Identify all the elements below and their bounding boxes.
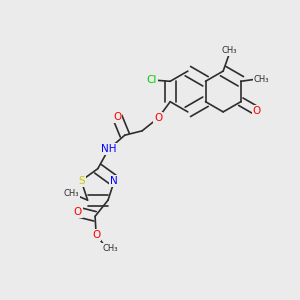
Text: CH₃: CH₃ bbox=[222, 46, 237, 55]
Text: O: O bbox=[113, 112, 122, 122]
Text: N: N bbox=[110, 176, 118, 186]
Text: S: S bbox=[78, 176, 85, 186]
Text: O: O bbox=[74, 207, 82, 217]
Text: CH₃: CH₃ bbox=[254, 75, 269, 84]
Text: CH₃: CH₃ bbox=[63, 189, 79, 198]
Text: O: O bbox=[253, 106, 261, 116]
Text: CH₃: CH₃ bbox=[102, 244, 118, 253]
Text: O: O bbox=[154, 113, 162, 123]
Text: Cl: Cl bbox=[147, 75, 157, 85]
Text: NH: NH bbox=[101, 144, 116, 154]
Text: O: O bbox=[92, 230, 100, 240]
